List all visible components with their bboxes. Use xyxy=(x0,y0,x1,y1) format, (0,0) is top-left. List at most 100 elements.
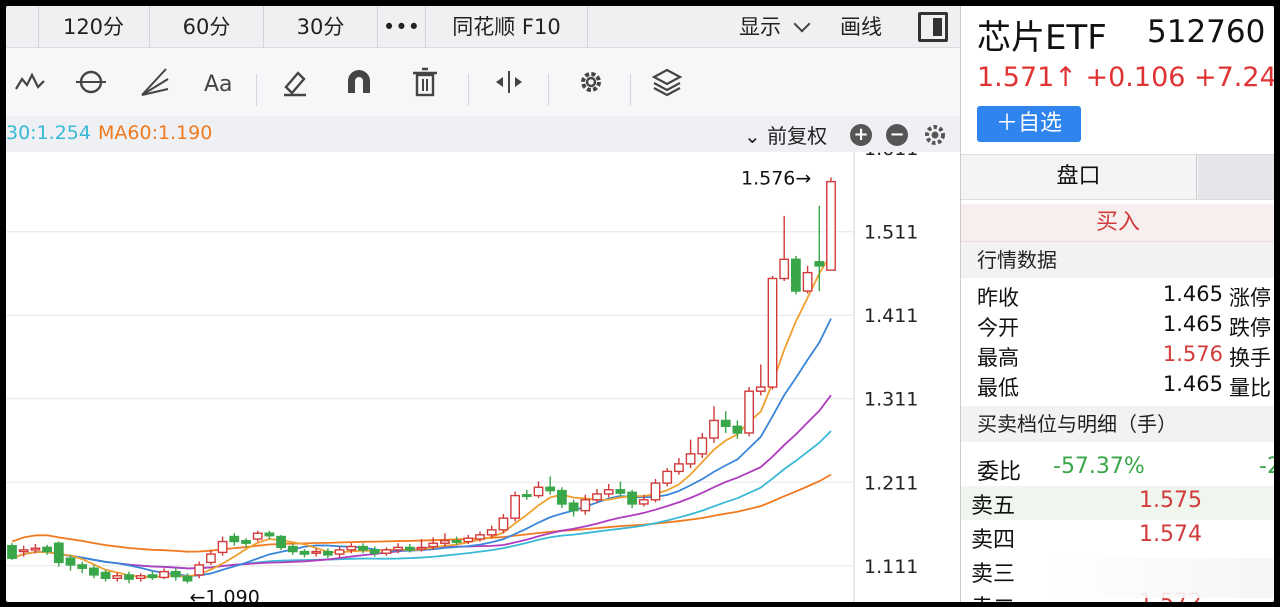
eraser-icon[interactable] xyxy=(270,48,320,116)
period-bar: 120分 60分 30分 ••• 同花顺 F10 显示 画线 xyxy=(6,6,960,48)
f10-button[interactable]: 同花顺 F10 xyxy=(426,6,588,48)
candle-body xyxy=(369,549,380,554)
kline-chart-canvas: 1.611 1.511 1.411 1.311 1.211 1.111 1.576→ ←1.0… xyxy=(6,138,918,602)
candle-body xyxy=(159,570,169,579)
quote-panel: 芯片ETF 512760 1.571↑ +0.106 +7.24% ＋自选 盘口… xyxy=(960,6,1274,602)
candle-body xyxy=(533,486,544,497)
candle-body xyxy=(241,540,251,544)
y-tick-label: 1.511 xyxy=(864,222,918,244)
low-annotation: ←1.090 xyxy=(190,586,260,602)
quote-label: 最低 xyxy=(977,376,1019,400)
candle-body xyxy=(662,470,673,484)
candle-body xyxy=(638,499,649,505)
candle-body xyxy=(744,390,755,434)
display-menu[interactable]: 显示 xyxy=(739,15,781,39)
tab-secondary[interactable] xyxy=(1198,155,1274,199)
order-book-header: 买卖档位与明细（手） xyxy=(961,406,1274,442)
candle-body xyxy=(767,277,778,388)
quote-row: 最高 1.576 换手 xyxy=(977,342,1274,372)
period-120min[interactable]: 120分 xyxy=(38,6,150,48)
quote-label: 今开 xyxy=(977,316,1019,340)
quote-label: 最高 xyxy=(977,346,1019,370)
kline-chart[interactable]: 1.611 1.511 1.411 1.311 1.211 1.111 1.576→ ←1.0… xyxy=(6,138,960,602)
candle-body xyxy=(592,493,602,501)
candle-body xyxy=(323,550,333,556)
candle-body xyxy=(30,547,41,551)
candle-body xyxy=(205,553,216,564)
more-periods-button[interactable]: ••• xyxy=(378,6,426,48)
sell-row: 卖三 xyxy=(961,554,1274,588)
panel-tabs: 盘口 xyxy=(961,154,1274,200)
price-adjust-dropdown[interactable]: ⌄ 前复权 xyxy=(744,124,828,148)
divider xyxy=(38,6,39,48)
candle-body xyxy=(65,557,76,566)
candle-body xyxy=(18,549,29,553)
zoom-in-icon[interactable]: + xyxy=(850,124,872,146)
text-icon[interactable]: Aa xyxy=(194,48,244,116)
panel-toggle-icon[interactable] xyxy=(918,12,948,42)
candle-body xyxy=(557,489,567,505)
candle-body xyxy=(545,486,556,492)
ma10-line xyxy=(11,318,832,577)
candle-body xyxy=(276,535,286,549)
y-tick-label: 1.111 xyxy=(864,556,918,578)
quote-label: 涨停 xyxy=(1229,286,1271,310)
sell-price: 1.575 xyxy=(1139,488,1202,513)
candle-body xyxy=(264,532,275,537)
buy-button[interactable]: 买入 xyxy=(961,204,1274,242)
quote-label: 量比 xyxy=(1229,376,1271,400)
candle-body xyxy=(440,540,450,544)
candle-body xyxy=(229,535,240,543)
candle-body xyxy=(650,482,661,501)
price-quote: 1.571↑ +0.106 +7.24% xyxy=(977,62,1274,93)
settings-gear-icon[interactable] xyxy=(922,122,948,148)
candle-body xyxy=(627,491,638,505)
divider xyxy=(548,74,549,106)
period-30min[interactable]: 30分 xyxy=(264,6,378,48)
draw-line-button[interactable]: 画线 xyxy=(840,15,882,39)
overlay-strip xyxy=(1046,558,1274,598)
candle-body xyxy=(755,386,766,392)
candle-body xyxy=(358,545,368,551)
gear-icon[interactable] xyxy=(566,48,616,116)
quote-label: 昨收 xyxy=(977,286,1019,310)
candle-body xyxy=(791,258,801,292)
magnet-icon[interactable] xyxy=(334,48,384,116)
candle-body xyxy=(568,502,579,512)
candle-body xyxy=(147,574,158,579)
period-60min[interactable]: 60分 xyxy=(150,6,264,48)
candle-body xyxy=(521,494,532,497)
candle-body xyxy=(404,546,415,551)
candle-body xyxy=(311,550,322,554)
zoom-out-icon[interactable]: − xyxy=(886,124,908,146)
quote-value: 1.576 xyxy=(1162,342,1223,366)
candle-body xyxy=(826,180,836,271)
divider xyxy=(630,74,631,106)
candle-body xyxy=(603,489,614,495)
candle-body xyxy=(7,545,17,559)
candle-body xyxy=(475,534,485,540)
candle-body xyxy=(217,540,228,554)
ma5-line xyxy=(11,253,832,579)
split-icon[interactable] xyxy=(484,48,534,116)
high-annotation: 1.576→ xyxy=(741,167,811,189)
line-chart-icon[interactable] xyxy=(6,48,56,116)
candle-body xyxy=(580,499,591,512)
candle-body xyxy=(112,575,123,579)
cycle-icon[interactable] xyxy=(66,48,116,116)
fork-icon[interactable] xyxy=(130,48,180,116)
candle-body xyxy=(709,419,719,439)
tab-pankou[interactable]: 盘口 xyxy=(961,155,1197,199)
candle-body xyxy=(685,453,696,465)
add-favorite-button[interactable]: ＋自选 xyxy=(977,106,1081,142)
candle-body xyxy=(720,419,731,428)
candle-body xyxy=(486,529,497,536)
chevron-down-icon xyxy=(793,15,811,33)
quote-value: 1.465 xyxy=(1162,312,1223,336)
quote-label: 换手 xyxy=(1229,346,1271,370)
layers-icon[interactable] xyxy=(642,48,692,116)
sell-row: 卖四 1.574 xyxy=(961,520,1274,554)
weibi-value-2: -2 xyxy=(1259,454,1274,479)
trash-icon[interactable] xyxy=(400,48,450,116)
candle-body xyxy=(182,575,193,582)
